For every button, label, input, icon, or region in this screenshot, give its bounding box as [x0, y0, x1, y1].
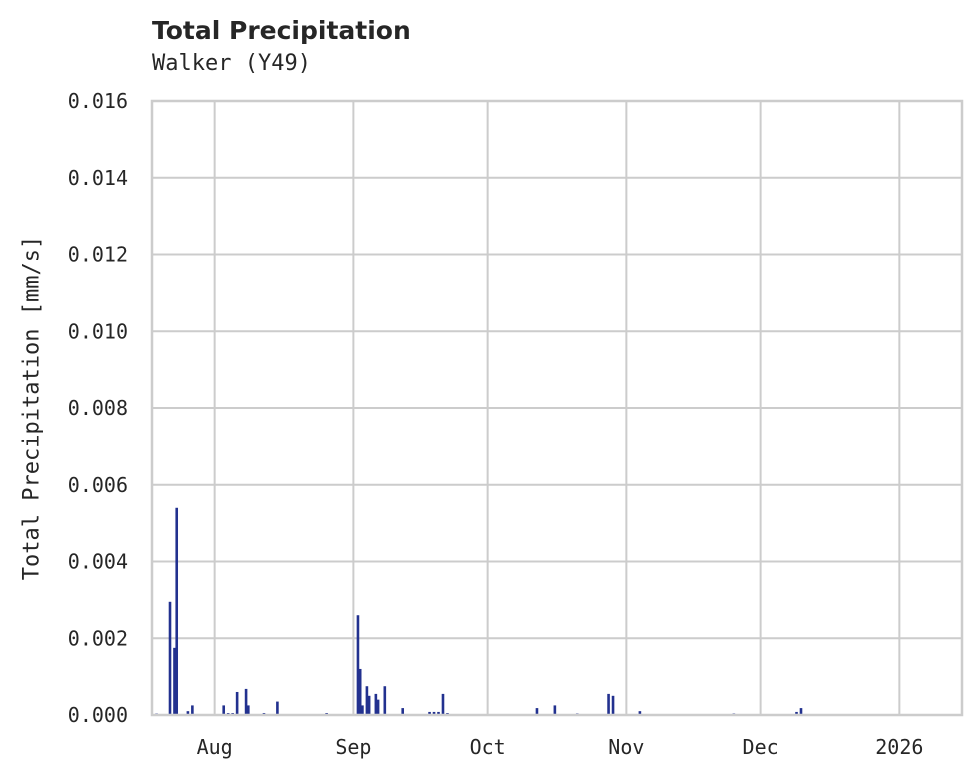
precip-bar	[168, 601, 172, 715]
precip-bar	[244, 688, 248, 715]
precip-bar	[222, 705, 226, 715]
grid-lines	[152, 100, 962, 716]
y-tick-label: 0.000	[68, 703, 128, 727]
precip-bar	[799, 708, 803, 715]
precip-bar	[432, 711, 436, 715]
x-tick-label: Nov	[608, 735, 644, 759]
chart-title: Total Precipitation	[152, 16, 411, 45]
precip-bar	[795, 711, 798, 715]
precip-bar	[186, 711, 190, 715]
x-tick-label: 2026	[875, 735, 923, 759]
precip-bar	[638, 711, 642, 715]
y-tick-label: 0.004	[68, 550, 128, 574]
y-axis-ticks: 0.000 0.002 0.004 0.006 0.008 0.010 0.012 0.014…	[68, 89, 128, 727]
y-tick-label: 0.006	[68, 473, 128, 497]
precip-bar	[428, 711, 431, 715]
precip-bar	[356, 615, 360, 715]
x-tick-label: Aug	[197, 735, 233, 759]
precip-bar	[401, 708, 405, 715]
precip-bar	[374, 693, 378, 715]
chart-subtitle: Walker (Y49)	[152, 51, 311, 76]
precip-bar	[235, 691, 239, 715]
precip-bar	[365, 686, 369, 715]
precip-bar	[553, 705, 557, 715]
y-tick-label: 0.002	[68, 626, 128, 650]
y-tick-label: 0.008	[68, 396, 128, 420]
plot-frame	[150, 99, 964, 717]
precip-bar	[535, 708, 539, 715]
x-tick-label: Oct	[470, 735, 506, 759]
y-tick-label: 0.012	[68, 243, 128, 267]
x-tick-label: Dec	[743, 735, 779, 759]
precip-bar	[358, 668, 362, 715]
bar-series	[155, 507, 803, 715]
x-axis-ticks: Aug Sep Oct Nov Dec 2026	[197, 735, 924, 759]
precip-bar	[191, 705, 194, 715]
precip-bar	[276, 701, 279, 715]
y-tick-label: 0.016	[68, 89, 128, 113]
precip-bar	[437, 711, 440, 715]
y-tick-label: 0.014	[68, 166, 128, 190]
y-tick-label: 0.010	[68, 319, 128, 343]
precip-bar	[361, 705, 364, 715]
precip-bar	[173, 647, 176, 715]
precip-bar	[383, 686, 387, 715]
precip-bar	[247, 705, 250, 715]
precip-bar	[607, 693, 610, 715]
precip-bar	[175, 507, 179, 715]
x-tick-label: Sep	[335, 735, 371, 759]
precip-bar	[611, 695, 615, 715]
precip-bar	[376, 699, 380, 715]
precip-bar	[367, 695, 371, 715]
precip-bar	[441, 693, 445, 715]
